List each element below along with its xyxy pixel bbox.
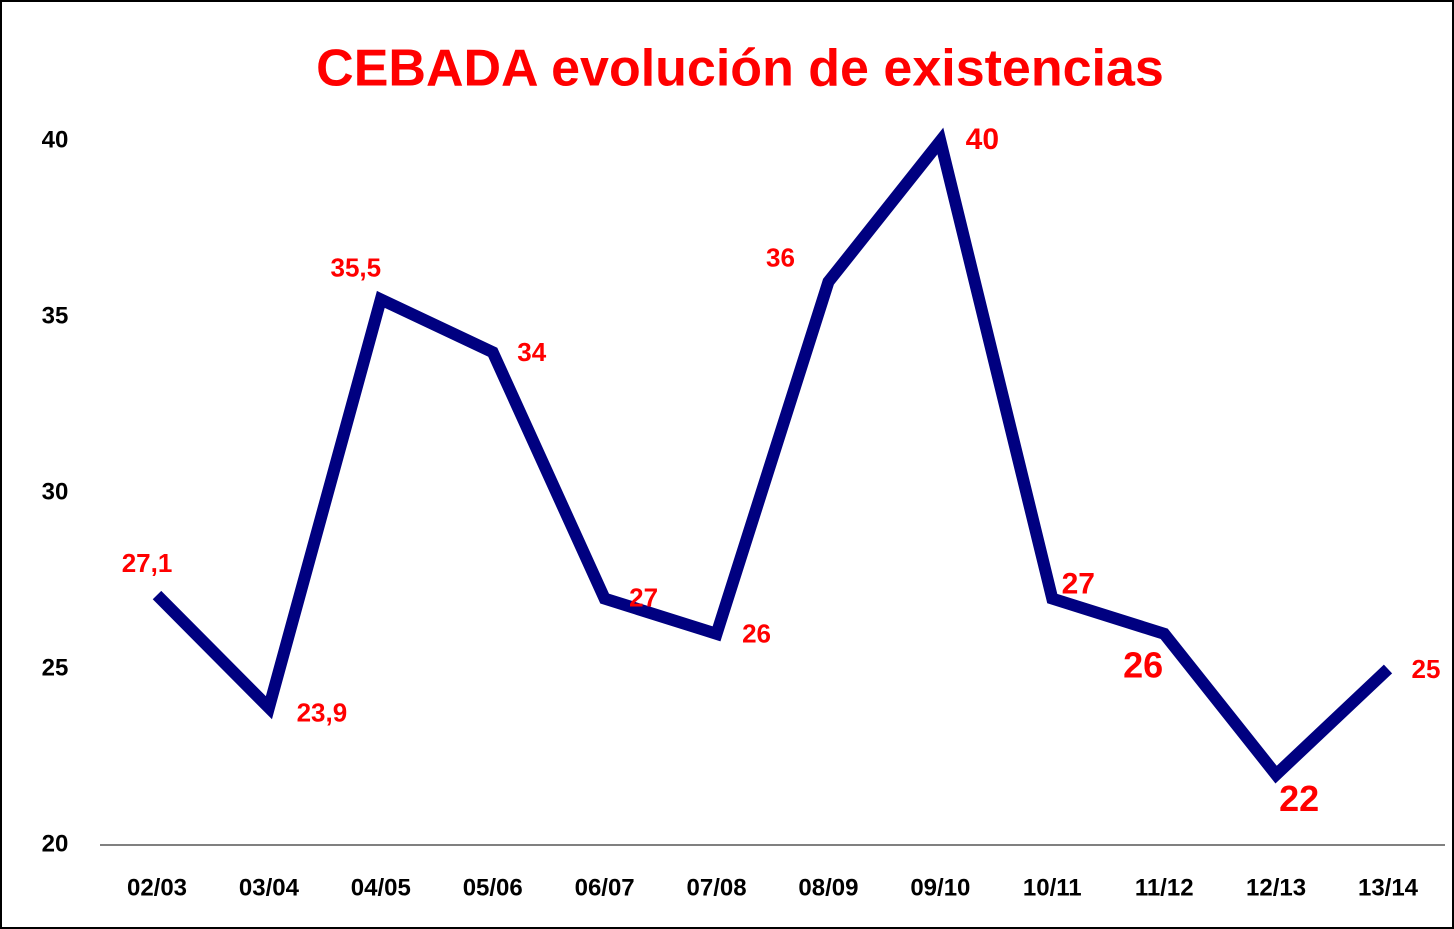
x-tick-label: 10/11 <box>1023 874 1082 901</box>
x-tick-label: 05/06 <box>463 874 523 901</box>
data-label: 27 <box>629 582 658 612</box>
data-label: 36 <box>766 243 795 273</box>
y-tick-label: 30 <box>42 478 69 505</box>
x-tick-label: 02/03 <box>127 874 187 901</box>
x-tick-label: 11/12 <box>1135 874 1194 901</box>
data-label: 25 <box>1412 654 1441 684</box>
data-label: 34 <box>517 337 546 367</box>
data-label: 23,9 <box>297 698 348 728</box>
data-label: 26 <box>742 619 771 649</box>
chart-title: CEBADA evolución de existencias <box>316 40 1164 98</box>
data-label: 27,1 <box>122 548 173 578</box>
y-tick-label: 25 <box>42 654 69 681</box>
x-tick-label: 12/13 <box>1246 874 1306 901</box>
x-tick-label: 06/07 <box>575 874 635 901</box>
y-tick-label: 35 <box>42 302 69 329</box>
x-tick-label: 08/09 <box>798 874 858 901</box>
data-label: 40 <box>966 123 999 156</box>
x-tick-label: 04/05 <box>351 874 411 901</box>
y-tick-label: 20 <box>42 830 69 857</box>
data-label: 26 <box>1123 644 1163 685</box>
data-label: 22 <box>1279 778 1319 819</box>
x-tick-label: 13/14 <box>1358 874 1419 901</box>
x-tick-label: 03/04 <box>239 874 300 901</box>
x-tick-label: 09/10 <box>910 874 970 901</box>
data-label: 27 <box>1062 568 1095 601</box>
data-label: 35,5 <box>331 252 382 282</box>
y-tick-label: 40 <box>42 126 69 153</box>
data-line <box>152 127 1393 784</box>
x-tick-label: 07/08 <box>687 874 747 901</box>
